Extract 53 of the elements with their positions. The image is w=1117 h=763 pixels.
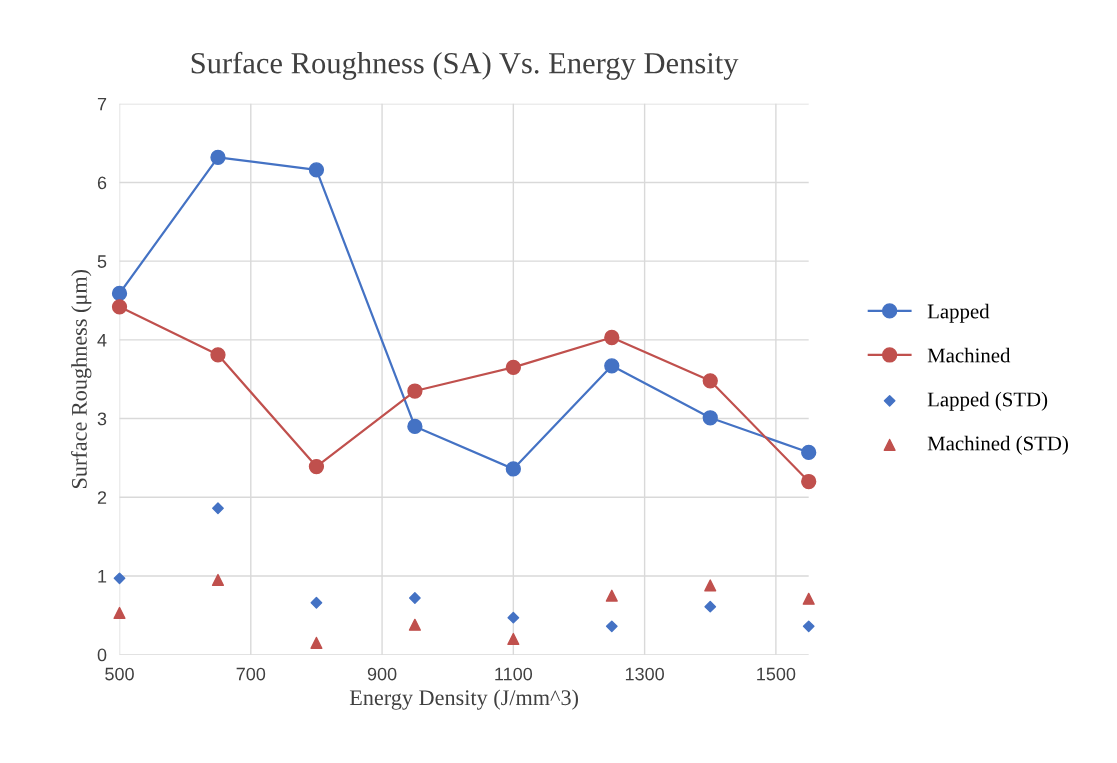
point — [801, 444, 817, 461]
point — [407, 383, 423, 399]
point — [408, 592, 421, 604]
point — [212, 502, 224, 515]
point — [605, 589, 618, 602]
chart-title: Surface Roughness (SA) Vs. Energy Density — [191, 51, 739, 80]
y-tick-label: 1 — [98, 570, 107, 583]
point — [210, 347, 226, 363]
point — [210, 149, 226, 165]
point — [507, 611, 520, 624]
point — [113, 606, 126, 620]
y-tick-label: 2 — [97, 491, 107, 504]
point — [604, 358, 620, 374]
point — [702, 373, 718, 389]
y-axis-title: Surface Roughness (μm) — [70, 269, 92, 488]
point — [310, 596, 323, 609]
y-tick-label: 0 — [97, 648, 107, 662]
y-tick-label: 4 — [97, 333, 107, 347]
point — [211, 573, 225, 586]
point — [308, 458, 325, 475]
x-tick-label: 900 — [367, 667, 397, 681]
y-tick-label: 7 — [97, 97, 107, 111]
point — [310, 636, 323, 649]
point — [704, 600, 717, 613]
y-tick-label: 3 — [97, 412, 107, 426]
point — [604, 329, 620, 346]
point — [505, 461, 521, 477]
y-tick-label: 5 — [97, 255, 107, 268]
x-tick-label: 1300 — [625, 667, 664, 681]
point — [704, 579, 717, 592]
legend-label: Machined (STD) — [927, 435, 1068, 455]
x-tick-label: 500 — [105, 667, 134, 681]
point — [111, 285, 128, 302]
point — [605, 620, 618, 633]
point — [111, 299, 128, 315]
x-tick-label: 1100 — [495, 667, 533, 681]
point — [408, 618, 421, 631]
legend-label: Machined — [927, 347, 1011, 363]
point — [702, 410, 718, 426]
x-tick-label: 1500 — [757, 667, 796, 681]
point — [801, 473, 817, 490]
point — [802, 592, 815, 605]
y-tick-label: 6 — [97, 176, 107, 190]
point — [505, 359, 521, 376]
x-tick-label: 700 — [236, 667, 266, 681]
legend-label: Lapped (STD) — [927, 391, 1048, 411]
legend-label: Lapped — [927, 303, 990, 323]
point — [407, 418, 423, 435]
x-axis-title: Energy Density (J/mm^3) — [349, 689, 579, 710]
point — [507, 632, 520, 645]
point — [308, 162, 325, 178]
point — [802, 620, 815, 633]
point — [113, 572, 126, 585]
